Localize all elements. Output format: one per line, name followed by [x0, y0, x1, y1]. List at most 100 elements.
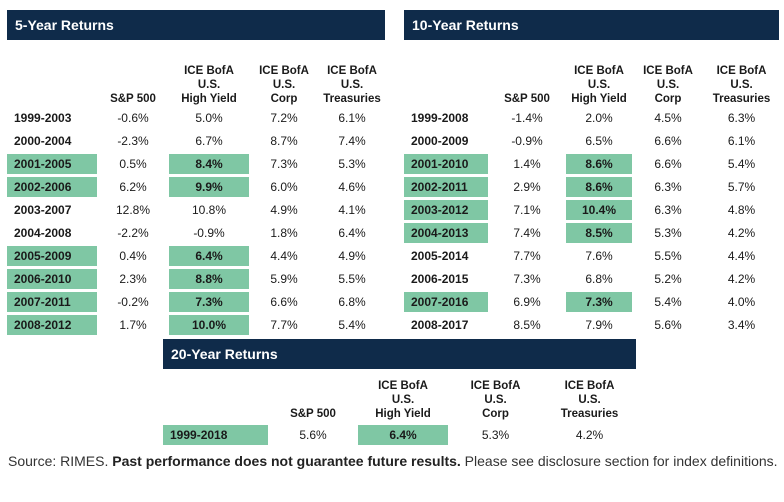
cell-treas: 5.3% — [338, 157, 366, 171]
cell-hy: 6.7% — [195, 134, 223, 148]
cell-treas: 6.1% — [338, 111, 366, 125]
table-row: 2002-2011 2.9% 8.6% 6.3% 5.7% — [404, 177, 779, 197]
cell-hy: 10.4% — [566, 200, 632, 220]
cell-treas: 5.4% — [727, 157, 756, 171]
cell-sp500: 5.6% — [299, 428, 327, 442]
cell-corp: 5.3% — [481, 428, 510, 442]
cell-treas: 4.1% — [338, 203, 366, 217]
cell-sp500: -0.9% — [511, 134, 543, 148]
table-row: 2001-2010 1.4% 8.6% 6.6% 5.4% — [404, 154, 779, 174]
period-label: 2006-2015 — [411, 272, 469, 286]
table-row: 2004-2008 -2.2% -0.9% 1.8% 6.4% — [7, 223, 385, 243]
cell-treas: 5.4% — [338, 318, 366, 332]
column-header-line: ICE BofA — [378, 380, 428, 392]
cell-corp: 5.2% — [654, 272, 682, 286]
performance-warning: Past performance does not guarantee futu… — [112, 453, 461, 469]
cell-hy: 6.5% — [585, 134, 613, 148]
column-header-line: U.S. — [656, 79, 680, 91]
cell-corp: 5.9% — [270, 272, 298, 286]
table-row: 2008-2017 8.5% 7.9% 5.6% 3.4% — [404, 315, 779, 335]
cell-corp: 6.6% — [654, 157, 682, 171]
column-header-line: U.S. — [340, 79, 364, 91]
cell-sp500: 6.9% — [513, 295, 541, 309]
table-row: 2002-2006 6.2% 9.9% 6.0% 4.6% — [7, 177, 385, 197]
cell-sp500: 2.3% — [119, 272, 147, 286]
cell-hy: 7.9% — [585, 318, 613, 332]
cell-hy: 7.3% — [566, 292, 632, 312]
column-header-line: ICE BofA — [470, 380, 521, 392]
column-header-treas: ICE BofA U.S. Treasuries — [543, 373, 636, 421]
cell-hy: 8.8% — [169, 269, 249, 289]
cell-corp: 4.5% — [654, 111, 682, 125]
cell-sp500: 0.5% — [119, 157, 147, 171]
column-header-treas: ICE BofA U.S. Treasuries — [704, 46, 779, 106]
column-header-hy: ICE BofA U.S. High Yield — [358, 373, 448, 421]
column-header-line: U.S. — [587, 79, 611, 91]
period-label: 2003-2012 — [404, 200, 488, 220]
column-header-line: U.S. — [730, 79, 753, 91]
table-row: 2003-2007 12.8% 10.8% 4.9% 4.1% — [7, 200, 385, 220]
cell-sp500: 7.4% — [513, 226, 541, 240]
cell-corp: 6.3% — [654, 203, 682, 217]
column-header-hy: ICE BofA U.S. High Yield — [169, 46, 249, 106]
column-header-line: ICE BofA — [643, 65, 693, 77]
cell-corp: 4.9% — [270, 203, 298, 217]
cell-treas: 4.2% — [575, 428, 604, 442]
cell-corp: 5.6% — [654, 318, 682, 332]
period-label: 2004-2013 — [404, 223, 488, 243]
cell-corp: 7.2% — [270, 111, 298, 125]
cell-sp500: 6.2% — [119, 180, 147, 194]
cell-corp: 4.4% — [270, 249, 298, 263]
cell-hy: 7.6% — [585, 249, 613, 263]
column-header-line: U.S. — [272, 79, 296, 91]
period-label: 1999-2003 — [14, 111, 72, 125]
column-header-sp500: S&P 500 — [97, 46, 169, 106]
column-header-treas: ICE BofA U.S. Treasuries — [319, 46, 385, 106]
column-header-line: High Yield — [571, 93, 627, 105]
cell-treas: 5.7% — [727, 180, 756, 194]
column-header-corp: ICE BofA U.S. Corp — [448, 373, 543, 421]
table-row: 2005-2014 7.7% 7.6% 5.5% 4.4% — [404, 246, 779, 266]
table-row: 2006-2015 7.3% 6.8% 5.2% 4.2% — [404, 269, 779, 289]
cell-treas: 4.4% — [727, 249, 756, 263]
period-label: 2001-2010 — [404, 154, 488, 174]
column-header-line: S&P 500 — [504, 93, 550, 105]
column-header-line: Treasuries — [323, 93, 381, 105]
cell-sp500: 0.4% — [119, 249, 147, 263]
column-header-line: ICE BofA — [259, 65, 309, 77]
cell-hy: 7.3% — [169, 292, 249, 312]
cell-corp: 7.7% — [270, 318, 298, 332]
period-label: 2003-2007 — [14, 203, 72, 217]
period-label: 2007-2016 — [404, 292, 488, 312]
column-header-sp500: S&P 500 — [268, 373, 358, 421]
table-row: 2004-2013 7.4% 8.5% 5.3% 4.2% — [404, 223, 779, 243]
column-header-line: ICE BofA — [564, 380, 615, 392]
table-row: 1999-2003 -0.6% 5.0% 7.2% 6.1% — [7, 108, 385, 128]
table-row: 2001-2005 0.5% 8.4% 7.3% 5.3% — [7, 154, 385, 174]
cell-treas: 6.8% — [338, 295, 366, 309]
column-header-line: Corp — [270, 93, 298, 105]
cell-corp: 5.5% — [654, 249, 682, 263]
cell-sp500: -1.4% — [511, 111, 543, 125]
cell-sp500: 7.7% — [513, 249, 541, 263]
ten-year-title: 10-Year Returns — [404, 10, 779, 40]
cell-corp: 6.6% — [270, 295, 298, 309]
column-header-line: U.S. — [391, 394, 415, 406]
cell-corp: 5.3% — [654, 226, 682, 240]
cell-treas: 4.6% — [338, 180, 366, 194]
period-label: 2008-2017 — [411, 318, 469, 332]
cell-treas: 4.2% — [727, 226, 756, 240]
cell-hy: 10.0% — [169, 315, 249, 335]
cell-hy: 6.8% — [585, 272, 613, 286]
period-label: 2000-2009 — [411, 134, 469, 148]
cell-sp500: -0.6% — [117, 111, 149, 125]
cell-hy: 9.9% — [169, 177, 249, 197]
column-header-line: Corp — [482, 408, 509, 420]
column-header-line: S&P 500 — [110, 93, 156, 105]
cell-hy: -0.9% — [193, 226, 225, 240]
twenty-year-title: 20-Year Returns — [163, 339, 636, 369]
column-header-line: U.S. — [578, 394, 601, 406]
period-label: 2004-2008 — [14, 226, 72, 240]
column-header-line: Treasuries — [560, 408, 619, 420]
cell-sp500: 7.1% — [513, 203, 541, 217]
